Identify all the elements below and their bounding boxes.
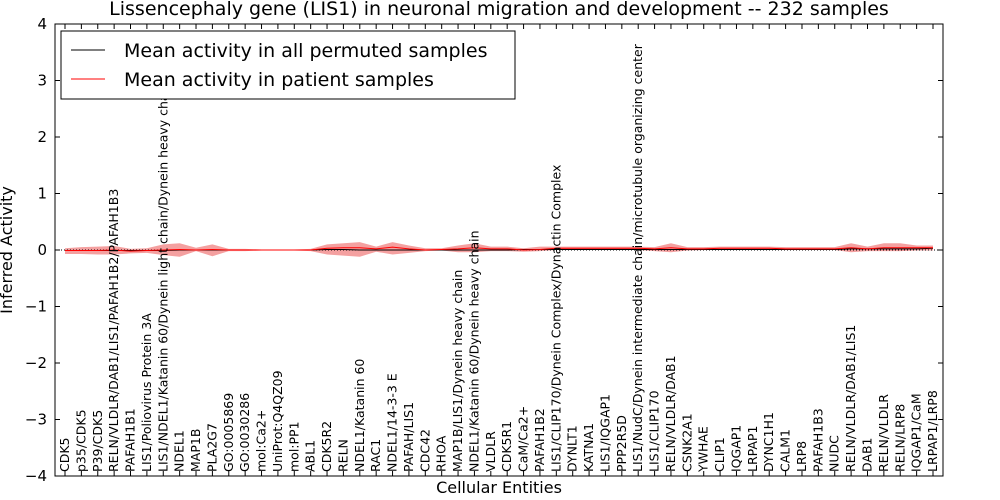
x-category-label: LRPAP1/LRP8: [925, 390, 940, 472]
x-category-label: RELN/VLDLR/DAB1/LIS1: [843, 325, 858, 472]
x-category-label: CLIP1: [712, 437, 727, 472]
x-category-label: LIS1/CLIP170/Dynein Complex/Dynactin Com…: [548, 165, 563, 472]
series-line-patient: [65, 246, 933, 252]
x-category-label: PAFAH1B1: [123, 408, 138, 472]
x-category-label: p35/CDK5: [73, 409, 88, 472]
x-category-label: mol:PP1: [286, 421, 301, 472]
series-lines: [55, 246, 943, 252]
y-tick-label: 0: [37, 241, 47, 259]
x-category-label: DYNC1H1: [761, 412, 776, 472]
y-tick-label: 1: [37, 185, 47, 203]
x-category-label: NDEL1/14-3-3 E: [385, 373, 400, 472]
x-category-label: NDEL1/Katanin 60: [352, 359, 367, 472]
legend-label-patient: Mean activity in patient samples: [124, 69, 434, 91]
x-category-label: CDK5R2: [319, 421, 334, 472]
x-category-label: LRP8: [794, 441, 809, 472]
x-category-label: RELN/VLDLR/DAB1: [663, 355, 678, 472]
y-axis: −4 −3 −2 −1 0 1 2 3 4: [25, 15, 943, 485]
x-category-label: PAFAH1B3: [810, 408, 825, 472]
x-category-label: CDC42: [417, 429, 432, 472]
x-category-label: CDK5R1: [499, 421, 514, 472]
y-tick-label: −2: [25, 354, 47, 372]
x-category-label: CSNK2A1: [679, 413, 694, 472]
x-category-label: RELN: [335, 439, 350, 472]
x-category-label: DAB1: [859, 437, 874, 472]
x-category-label: RELN/VLDLR: [876, 394, 891, 472]
legend-box: [60, 30, 516, 100]
legend-label-permuted: Mean activity in all permuted samples: [124, 40, 487, 62]
x-category-label: CALM1: [778, 429, 793, 472]
x-category-label: KATNA1: [581, 423, 596, 472]
x-category-label: GO:0005869: [221, 393, 236, 472]
x-axis-categories: CDK5 p35/CDK5 P39/CDK5 RELN/VLDLR/DAB1/LIS1…: [57, 24, 940, 476]
x-category-label: GO:0030286: [237, 393, 252, 472]
x-category-label: CaM/Ca2+: [516, 406, 531, 472]
y-tick-label: 4: [37, 15, 47, 33]
x-category-label: LRPAP1: [745, 426, 760, 472]
x-category-label: PAFAH/LIS1: [401, 402, 416, 472]
x-category-label: RAC1: [368, 439, 383, 472]
x-category-label: LIS1/Poliovirus Protein 3A: [139, 313, 154, 472]
x-category-label: RELN/LRP8: [892, 404, 907, 472]
x-category-label: RELN/VLDLR/DAB1/LIS1/PAFAH1B2/PAFAH1B3: [106, 189, 121, 472]
legend: Mean activity in all permuted samples Me…: [60, 30, 516, 100]
y-tick-label: −4: [25, 467, 47, 485]
y-tick-label: −1: [25, 298, 47, 316]
x-axis-label: Cellular Entities: [436, 478, 562, 497]
x-category-label: VLDLR: [483, 431, 498, 472]
x-category-label: PAFAH1B2: [532, 408, 547, 472]
x-category-label: YWHAE: [696, 426, 711, 473]
x-category-label: LIS1/IQGAP1: [597, 394, 612, 472]
x-category-label: CDK5: [57, 437, 72, 472]
x-category-label: ABL1: [303, 440, 318, 472]
x-category-label: IQGAP1/CaM: [909, 393, 924, 472]
x-category-label: UniProt:Q4QZ09: [270, 370, 285, 472]
x-category-label: NUDC: [827, 435, 842, 472]
y-axis-label: Inferred Activity: [0, 186, 16, 314]
y-tick-label: 3: [37, 72, 47, 90]
x-category-label: PLA2G7: [204, 423, 219, 472]
x-category-label: LIS1/CLIP170: [647, 390, 662, 472]
patient-band: [65, 242, 933, 257]
x-category-label: MAP1B: [188, 429, 203, 472]
x-category-label: NDEL1: [172, 430, 187, 472]
y-tick-label: 2: [37, 128, 47, 146]
x-category-label: LIS1/NDEL1/Katanin 60/Dynein light chain…: [155, 82, 170, 472]
x-category-label: NDEL1/Katanin 60/Dynein heavy chain: [466, 230, 481, 472]
x-category-label: mol:Ca2+: [254, 410, 269, 472]
x-category-label: LIS1/NudC/Dynein intermediate chain/micr…: [630, 43, 645, 472]
chart-title: Lissencephaly gene (LIS1) in neuronal mi…: [109, 0, 889, 20]
x-category-label: P39/CDK5: [90, 410, 105, 472]
x-category-label: DYNLT1: [565, 425, 580, 472]
x-category-label: RHOA: [434, 435, 449, 472]
x-category-label: PPP2R5D: [614, 415, 629, 472]
x-category-label: IQGAP1: [728, 425, 743, 472]
x-category-label: MAP1B/LIS1/Dynein heavy chain: [450, 270, 465, 472]
y-tick-label: −3: [25, 411, 47, 429]
